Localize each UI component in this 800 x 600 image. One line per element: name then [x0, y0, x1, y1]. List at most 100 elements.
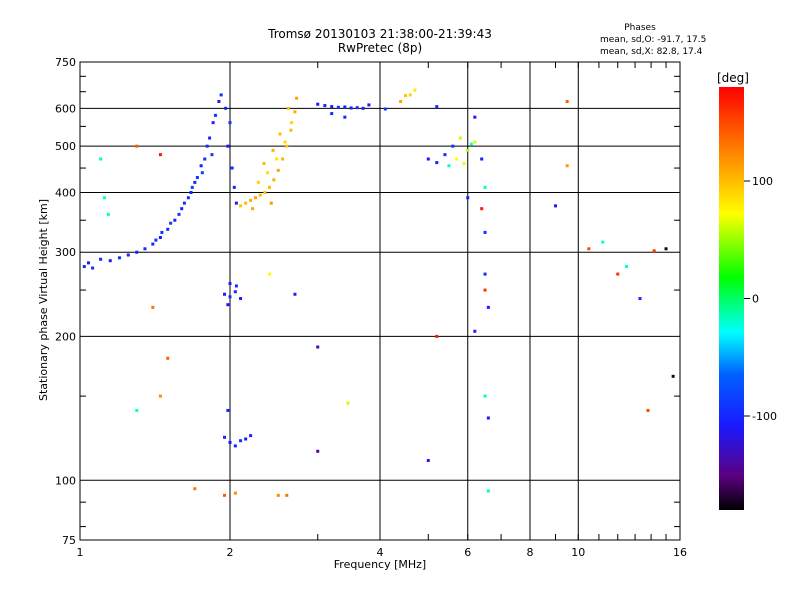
echo-point — [223, 435, 227, 439]
echo-point — [108, 259, 112, 263]
echo-point — [616, 272, 620, 276]
echo-point — [486, 305, 490, 309]
echo-point — [483, 394, 487, 398]
y-tick-label: 600 — [55, 102, 76, 115]
echo-point — [223, 292, 227, 296]
echo-point — [219, 93, 223, 97]
echo-point — [193, 180, 197, 184]
echo-point — [275, 157, 279, 161]
echo-point — [199, 164, 203, 168]
echo-point — [158, 236, 162, 240]
echo-point — [316, 345, 320, 349]
echo-point — [290, 121, 294, 125]
echo-point — [289, 128, 293, 132]
echo-point — [267, 272, 271, 276]
echo-point — [399, 100, 403, 104]
x-axis-label: Frequency [MHz] — [334, 558, 426, 571]
echo-point — [483, 230, 487, 234]
echo-point — [286, 106, 290, 110]
echo-point — [671, 374, 675, 378]
echo-point — [343, 115, 347, 119]
echo-point — [295, 96, 299, 100]
echo-point — [408, 93, 412, 97]
echo-point — [473, 329, 477, 333]
echo-point — [169, 221, 173, 225]
y-ticks: 75 100 200 300 400 500 600 750 — [55, 56, 680, 547]
echo-point — [226, 303, 230, 307]
echo-point — [435, 334, 439, 338]
echo-point — [223, 493, 227, 497]
echo-point — [361, 106, 365, 110]
echo-point — [466, 196, 470, 200]
echo-point — [224, 106, 228, 110]
echo-point — [262, 161, 266, 165]
echo-point — [228, 295, 232, 299]
echo-point — [276, 168, 280, 172]
echo-point — [426, 157, 430, 161]
echo-point — [383, 107, 387, 111]
echo-point — [451, 144, 455, 148]
colorbar-tick-label: 0 — [752, 293, 759, 306]
echo-point — [443, 153, 447, 157]
x-tick-label: 16 — [673, 546, 687, 559]
echo-point — [186, 196, 190, 200]
echo-point — [233, 290, 237, 294]
echo-point — [271, 148, 275, 152]
echo-point — [553, 204, 557, 208]
echo-point — [455, 157, 459, 161]
echo-point — [272, 178, 276, 182]
colorbar — [719, 87, 744, 510]
echo-point — [323, 104, 327, 108]
y-tick-label: 500 — [55, 140, 76, 153]
echo-point — [285, 493, 289, 497]
y-tick-label: 100 — [55, 474, 76, 487]
echo-point — [652, 249, 656, 253]
echo-point — [244, 437, 248, 441]
echo-point — [435, 105, 439, 109]
echo-point — [458, 136, 462, 140]
echo-point — [177, 212, 181, 216]
echo-point — [355, 106, 359, 110]
echo-point — [239, 204, 243, 208]
echo-point — [135, 250, 139, 254]
echo-point — [447, 164, 451, 168]
echo-point — [256, 180, 260, 184]
echo-point — [316, 102, 320, 106]
echo-point — [251, 207, 255, 211]
echo-point — [205, 144, 209, 148]
chart-subtitle: RwPretec (8p) — [338, 41, 422, 55]
echo-point — [281, 157, 285, 161]
echo-point — [426, 458, 430, 462]
echo-point — [638, 297, 642, 301]
echo-point — [103, 196, 107, 200]
echo-point — [601, 240, 605, 244]
colorbar-tick-label: 100 — [752, 175, 773, 188]
echo-point — [565, 164, 569, 168]
echo-point — [258, 193, 262, 197]
echo-point — [210, 153, 214, 157]
echo-point — [151, 305, 155, 309]
echo-point — [336, 105, 340, 109]
echo-point — [565, 100, 569, 104]
echo-point — [587, 247, 591, 251]
x-ticks: 1 2 4 6 8 10 16 — [77, 62, 687, 559]
echo-point — [625, 265, 629, 269]
echo-point — [106, 212, 110, 216]
echo-point — [239, 297, 243, 301]
echo-point — [330, 112, 334, 116]
x-tick-label: 6 — [464, 546, 471, 559]
echo-point — [213, 113, 217, 117]
echo-point — [483, 185, 487, 189]
echo-point — [151, 242, 155, 246]
echo-point — [228, 440, 232, 444]
echo-point — [346, 401, 350, 405]
echo-point — [435, 161, 439, 165]
y-axis-label: Stationary phase Virtual Height [km] — [37, 199, 50, 401]
echo-point — [253, 196, 257, 200]
stats-x-line: mean, sd,X: 82.8, 17.4 — [600, 47, 703, 57]
echo-point — [249, 198, 253, 202]
echo-point — [208, 136, 212, 140]
echo-point — [646, 408, 650, 412]
x-tick-label: 1 — [77, 546, 84, 559]
